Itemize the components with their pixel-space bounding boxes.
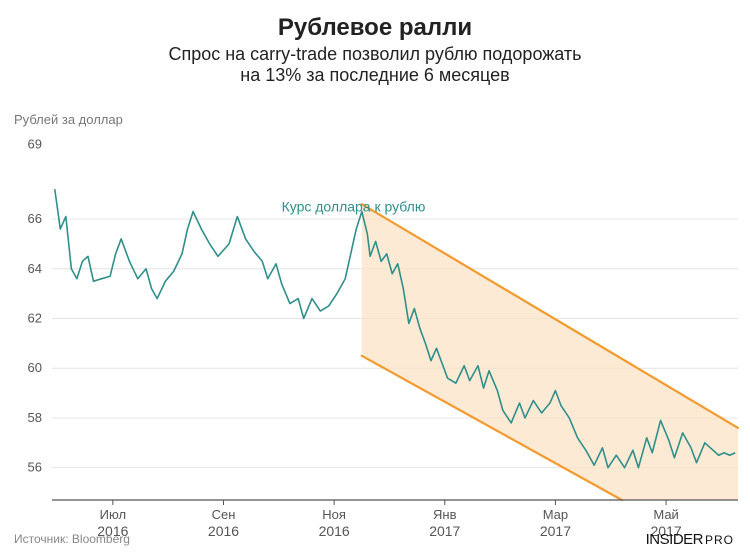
svg-text:2016: 2016: [319, 523, 350, 539]
svg-text:2016: 2016: [208, 523, 239, 539]
source-name: Bloomberg: [72, 532, 130, 546]
svg-text:Янв: Янв: [433, 507, 457, 522]
svg-text:56: 56: [28, 460, 42, 475]
svg-text:66: 66: [28, 211, 42, 226]
svg-text:64: 64: [28, 261, 42, 276]
svg-text:2017: 2017: [429, 523, 460, 539]
svg-text:69: 69: [28, 136, 42, 151]
branding-logo: INSIDERPRO: [646, 531, 734, 548]
svg-text:Сен: Сен: [212, 507, 236, 522]
source-attribution: Источник: Bloomberg: [14, 532, 130, 546]
branding-text-1: INSIDER: [646, 531, 703, 548]
svg-text:62: 62: [28, 310, 42, 325]
svg-text:Мар: Мар: [543, 507, 568, 522]
svg-text:58: 58: [28, 410, 42, 425]
svg-text:2017: 2017: [540, 523, 571, 539]
source-prefix: Источник:: [14, 532, 69, 546]
svg-text:60: 60: [28, 360, 42, 375]
svg-text:Июл: Июл: [100, 507, 126, 522]
svg-text:Ноя: Ноя: [322, 507, 346, 522]
svg-text:Май: Май: [653, 507, 678, 522]
chart-plot: 56586062646669Июл2016Сен2016Ноя2016Янв20…: [0, 0, 750, 558]
chart-container: Рублевое ралли Спрос на carry-trade позв…: [0, 0, 750, 558]
branding-text-3: PRO: [705, 533, 734, 547]
svg-text:Курс доллара к рублю: Курс доллара к рублю: [282, 199, 426, 215]
